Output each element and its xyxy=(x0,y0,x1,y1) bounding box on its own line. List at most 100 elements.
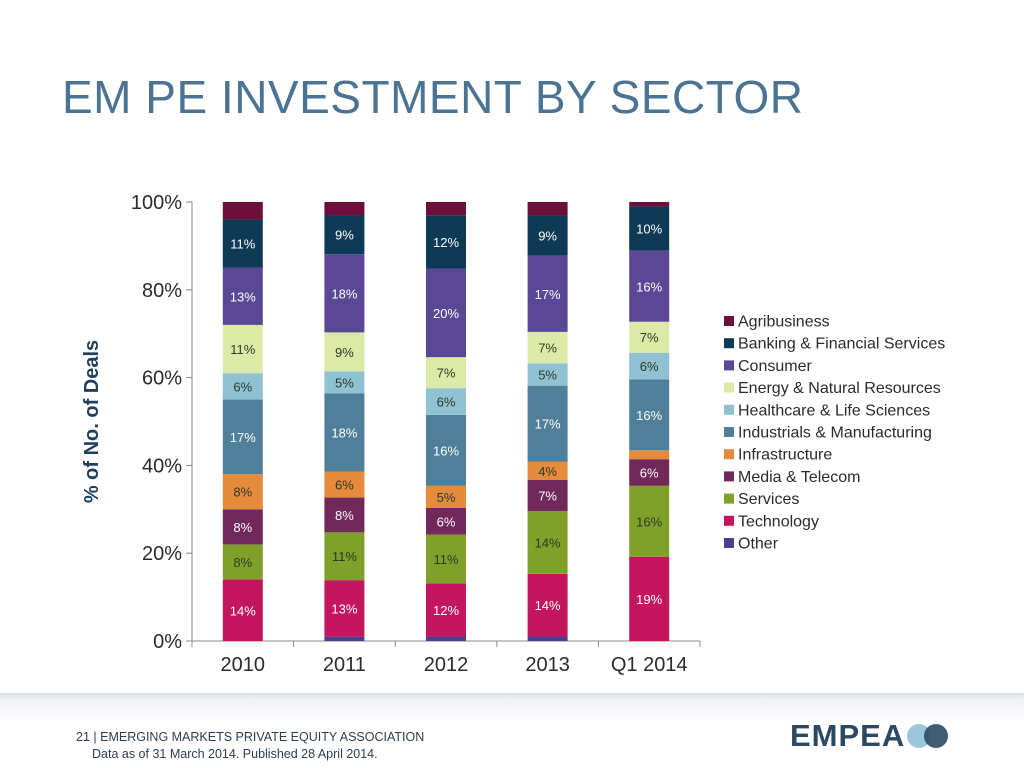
data-label: 6% xyxy=(437,514,456,529)
bar-segment-healthcare-life-sciences xyxy=(527,363,568,386)
bar-segment-banking-financial-services xyxy=(324,215,365,255)
stacked-bar-chart: 0% 20% 40% 60% 80% 100% 2010 2011 2012 2013 Q1 201… xyxy=(81,192,945,676)
data-label: 7% xyxy=(538,488,557,503)
bar-segment-media-telecom xyxy=(527,479,568,512)
bar-segment-consumer xyxy=(222,267,263,325)
bar-segment-banking-financial-services xyxy=(629,206,670,251)
legend-label: Other xyxy=(738,536,779,553)
x-tick-label: 2012 xyxy=(424,654,469,676)
data-label: 12% xyxy=(433,235,459,250)
bar-segment-other xyxy=(426,636,466,641)
legend-label: Services xyxy=(738,491,799,508)
bar-segment-agribusiness xyxy=(527,202,568,216)
data-label: 7% xyxy=(640,330,659,345)
bar-segment-services xyxy=(222,544,263,580)
x-tick-label: Q1 2014 xyxy=(611,654,688,676)
data-label: 13% xyxy=(230,289,256,304)
y-tick-label: 40% xyxy=(142,455,182,477)
data-label: 17% xyxy=(535,417,561,432)
data-label: 11% xyxy=(230,237,255,252)
data-label: 16% xyxy=(433,443,459,458)
bar-segment-consumer xyxy=(629,250,670,322)
legend-swatch xyxy=(724,515,734,526)
data-label: 6% xyxy=(437,395,456,410)
bar-segment-energy-natural-resources xyxy=(324,332,365,372)
data-label: 9% xyxy=(335,345,354,360)
data-label: 14% xyxy=(230,603,256,618)
bar-segment-banking-financial-services xyxy=(222,219,263,268)
data-label: 6% xyxy=(335,478,354,493)
bar-segment-services xyxy=(527,511,568,574)
bar-segment-media-telecom xyxy=(629,459,670,486)
legend-swatch xyxy=(724,404,734,415)
legend-label: Infrastructure xyxy=(738,447,832,464)
bar-segment-energy-natural-resources xyxy=(527,331,568,364)
bar-segment-consumer xyxy=(527,255,568,332)
data-label: 13% xyxy=(331,601,357,616)
data-label: 16% xyxy=(636,408,662,423)
data-label: 11% xyxy=(230,342,255,357)
page-number: 21 xyxy=(76,730,90,744)
slide-title: EM PE INVESTMENT BY SECTOR xyxy=(62,71,804,123)
bar-segment-industrials-manufacturing xyxy=(527,385,568,462)
bar-segment-agribusiness xyxy=(629,202,670,207)
legend-label: Energy & Natural Resources xyxy=(738,380,941,397)
bar-segment-healthcare-life-sciences xyxy=(222,373,263,400)
empea-logo: EMPEA xyxy=(790,718,955,754)
data-label: 19% xyxy=(636,592,662,607)
bar-segment-media-telecom xyxy=(426,507,466,535)
data-label: 16% xyxy=(636,279,662,294)
logo-text: EMPEA xyxy=(790,718,906,753)
bar-segment-healthcare-life-sciences xyxy=(426,388,466,415)
data-label: 5% xyxy=(538,367,557,382)
data-label: 8% xyxy=(233,485,252,500)
legend-swatch xyxy=(724,538,734,548)
bar-segment-technology xyxy=(426,583,466,637)
footer-note: Data as of 31 March 2014. Published 28 A… xyxy=(92,747,378,761)
data-label: 6% xyxy=(233,379,252,394)
data-label: 17% xyxy=(230,430,256,445)
bar-segment-consumer xyxy=(426,268,466,358)
data-label: 5% xyxy=(437,490,456,505)
bar-segment-infrastructure xyxy=(629,450,670,460)
legend-label: Technology xyxy=(738,513,819,530)
bar-segment-industrials-manufacturing xyxy=(426,414,466,486)
legend-swatch xyxy=(724,316,734,326)
data-label: 12% xyxy=(433,603,459,618)
bar-segment-energy-natural-resources xyxy=(426,357,466,389)
legend-label: Consumer xyxy=(738,358,812,375)
legend-swatch xyxy=(724,427,734,437)
bar-segment-services xyxy=(629,485,670,557)
bar-segment-energy-natural-resources xyxy=(629,321,670,353)
y-axis-title: % of No. of Deals xyxy=(81,340,103,503)
data-label: 8% xyxy=(233,555,252,570)
y-tick-label: 60% xyxy=(142,368,182,390)
logo-circles-icon xyxy=(907,724,949,748)
data-label: 14% xyxy=(535,535,561,550)
bar-segment-industrials-manufacturing xyxy=(222,399,263,475)
data-label: 20% xyxy=(433,306,459,321)
bar-segment-other xyxy=(527,636,568,641)
organization-name: | EMERGING MARKETS PRIVATE EQUITY ASSOCI… xyxy=(93,730,425,744)
bar-segment-technology xyxy=(324,580,365,637)
legend-swatch xyxy=(724,338,734,349)
data-label: 18% xyxy=(331,286,357,301)
y-tick-label: 20% xyxy=(142,543,182,565)
data-label: 9% xyxy=(335,228,354,243)
footer-credit: 21 | EMERGING MARKETS PRIVATE EQUITY ASS… xyxy=(76,730,424,744)
bar-segment-media-telecom xyxy=(222,509,263,545)
data-label: 8% xyxy=(335,508,354,523)
x-tick-label: 2010 xyxy=(221,654,266,676)
data-label: 7% xyxy=(437,366,456,381)
bar-segment-services xyxy=(426,534,466,584)
data-label: 4% xyxy=(538,464,557,479)
legend-label: Media & Telecom xyxy=(738,469,860,486)
data-label: 5% xyxy=(335,375,354,390)
footer-band xyxy=(0,693,1024,768)
bar-segment-technology xyxy=(222,579,263,641)
data-label: 7% xyxy=(538,341,557,356)
data-label: 9% xyxy=(538,229,557,244)
bar-segment-technology xyxy=(629,556,670,641)
bar-segment-infrastructure xyxy=(324,471,365,498)
x-tick-label: 2011 xyxy=(323,654,366,676)
